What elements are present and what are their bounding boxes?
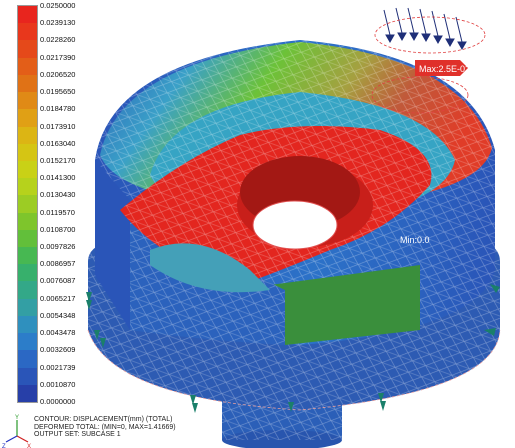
legend-label: 0.0184780 [40, 104, 76, 114]
legend-label: 0.0228260 [40, 35, 76, 45]
status-text: CONTOUR: DISPLACEMENT(mm) (TOTAL) DEFORM… [34, 416, 176, 439]
contour-legend: 0.0250000 0.0239130 0.0228260 0.0217390 0.02… [17, 1, 119, 407]
legend-swatch [18, 350, 37, 369]
legend-swatch [18, 178, 37, 196]
legend-swatch [18, 333, 37, 351]
min-label: Min:0.0 [400, 235, 430, 245]
model-inner-platform [120, 126, 432, 293]
legend-swatch [18, 40, 37, 59]
status-line-deformed: DEFORMED TOTAL: (MIN=0, MAX=1.41669) [34, 423, 176, 431]
load-outline [371, 16, 486, 114]
legend-swatch [18, 126, 37, 145]
legend-swatch [18, 6, 37, 24]
legend-label: 0.0195650 [40, 87, 76, 97]
legend-swatch [18, 281, 37, 300]
legend-swatch [18, 264, 37, 282]
legend-label: 0.0065217 [40, 293, 76, 303]
legend-swatch [18, 367, 37, 386]
legend-swatch [18, 195, 37, 214]
legend-swatch [18, 384, 37, 403]
legend-label: 0.0173910 [40, 121, 76, 131]
legend-label: 0.0217390 [40, 52, 76, 62]
legend-label: 0.0032609 [40, 345, 76, 355]
legend-label: 0.0250000 [40, 1, 76, 10]
legend-swatch [18, 109, 37, 127]
triad-x-label: X [27, 444, 31, 448]
legend-label: 0.0119570 [40, 207, 75, 217]
coordinate-triad: Y X Z [2, 415, 31, 448]
max-marker: Max:2.5E-02 [415, 60, 470, 76]
legend-label: 0.0108700 [40, 224, 76, 234]
legend-swatch [18, 212, 37, 231]
legend-label: 0.0076087 [40, 276, 76, 286]
legend-label: 0.0152170 [40, 155, 76, 165]
legend-swatch [18, 298, 37, 317]
legend-label: 0.0054348 [40, 310, 76, 320]
status-line-output-set: OUTPUT SET: SUBCASE 1 [34, 431, 121, 438]
legend-swatch [18, 229, 37, 248]
triad-z-label: Z [2, 444, 6, 448]
legend-swatch [18, 315, 37, 334]
legend-label: 0.0010870 [40, 379, 76, 389]
legend-swatch [18, 143, 37, 162]
legend-label: 0.0206520 [40, 69, 76, 79]
legend-label: 0.0021739 [40, 362, 76, 372]
triad-y-label: Y [15, 415, 19, 421]
legend-label: 0.0141300 [40, 173, 76, 183]
max-label: Max:2.5E-02 [419, 64, 470, 74]
model-viewport[interactable]: Max:2.5E-02 Min:0.0 [60, 0, 515, 448]
legend-swatch [18, 92, 37, 110]
legend-swatch [18, 57, 37, 76]
legend-swatch [18, 23, 37, 41]
status-line-contour: CONTOUR: DISPLACEMENT(mm) (TOTAL) [34, 416, 173, 423]
legend-label: 0.0086957 [40, 259, 76, 269]
legend-swatch [18, 160, 37, 179]
legend-swatch [18, 74, 37, 93]
legend-label: 0.0239130 [40, 18, 76, 28]
legend-label: 0.0130430 [40, 190, 76, 200]
constraint-markers [86, 284, 500, 413]
legend-label: 0.0043478 [40, 328, 76, 338]
min-marker: Min:0.0 [400, 235, 430, 245]
legend-label: 0.0097826 [40, 242, 76, 252]
legend-swatch [18, 247, 37, 265]
legend-label: 0.0163040 [40, 138, 76, 148]
legend-color-bar [17, 5, 38, 403]
legend-label: 0.0000000 [40, 397, 76, 406]
load-arrows [383, 7, 467, 51]
